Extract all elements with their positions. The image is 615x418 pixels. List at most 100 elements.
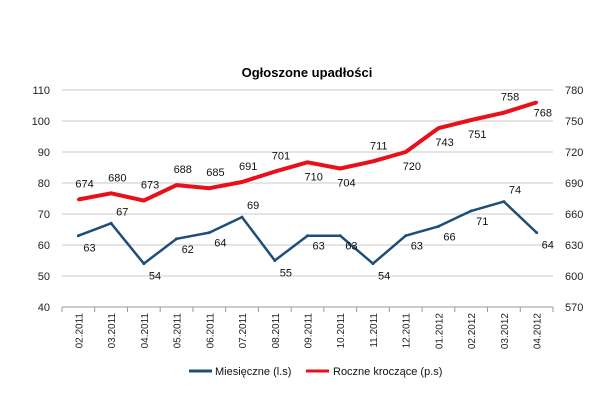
x-tick-label: 01.2012 bbox=[434, 313, 445, 350]
data-label-monthly: 54 bbox=[149, 271, 161, 283]
data-point-monthly bbox=[502, 200, 506, 204]
legend: Miesięczne (l.s) Roczne kroczące (p.s) bbox=[189, 366, 442, 378]
y-right-tick-label: 600 bbox=[565, 271, 583, 283]
data-label-monthly: 62 bbox=[182, 244, 194, 256]
data-label-rolling: 768 bbox=[534, 107, 552, 119]
data-point-monthly bbox=[436, 224, 440, 228]
x-tick-label: 03.2011 bbox=[107, 313, 118, 349]
x-tick-label: 07.2011 bbox=[238, 313, 249, 349]
data-point-monthly bbox=[404, 234, 408, 238]
data-point-rolling bbox=[109, 191, 113, 195]
y-left-tick-label: 40 bbox=[38, 302, 50, 314]
data-label-rolling: 688 bbox=[174, 164, 192, 176]
data-label-rolling: 680 bbox=[108, 172, 126, 184]
data-point-rolling bbox=[436, 126, 440, 130]
gridlines bbox=[62, 89, 553, 308]
chart-title: Ogłoszone upadłości bbox=[242, 65, 373, 80]
data-point-rolling bbox=[240, 180, 244, 184]
data-point-monthly bbox=[273, 259, 277, 262]
x-tick-label: 03.2012 bbox=[500, 313, 511, 350]
y-right-tick-label: 660 bbox=[565, 209, 583, 221]
data-point-monthly bbox=[175, 237, 179, 241]
data-point-monthly bbox=[142, 262, 146, 266]
y-left-tick-label: 60 bbox=[38, 240, 50, 252]
data-point-rolling bbox=[338, 167, 342, 171]
data-label-rolling: 685 bbox=[206, 167, 224, 179]
data-label-rolling: 720 bbox=[403, 161, 421, 173]
data-point-rolling bbox=[142, 199, 146, 203]
data-label-rolling: 743 bbox=[435, 137, 453, 149]
data-label-monthly: 71 bbox=[476, 216, 488, 228]
legend-label-monthly: Miesięczne (l.s) bbox=[215, 366, 291, 378]
data-point-monthly bbox=[109, 221, 113, 225]
data-point-monthly bbox=[207, 231, 211, 235]
data-label-monthly: 63 bbox=[411, 241, 423, 253]
data-label-monthly: 64 bbox=[542, 240, 554, 252]
data-label-rolling: 758 bbox=[501, 92, 519, 104]
data-point-rolling bbox=[469, 118, 473, 122]
y-left-tick-label: 80 bbox=[38, 178, 50, 190]
y-right-tick-label: 750 bbox=[565, 116, 583, 128]
data-label-rolling: 704 bbox=[337, 178, 355, 190]
x-tick-label: 11.2011 bbox=[369, 313, 380, 348]
data-point-monthly bbox=[371, 262, 375, 266]
data-point-monthly bbox=[338, 234, 342, 238]
data-label-monthly: 54 bbox=[378, 271, 390, 283]
data-label-monthly: 69 bbox=[247, 200, 259, 212]
data-point-rolling bbox=[371, 159, 375, 163]
x-tick-label: 04.2011 bbox=[140, 313, 151, 349]
y-left-tick-label: 50 bbox=[38, 271, 50, 283]
data-point-rolling bbox=[76, 198, 80, 202]
y-right-tick-label: 690 bbox=[565, 178, 583, 190]
y-left-tick-label: 70 bbox=[38, 209, 50, 221]
y-left-tick-label: 90 bbox=[38, 147, 50, 159]
data-point-rolling bbox=[535, 100, 539, 104]
x-tick-label: 04.2012 bbox=[533, 313, 544, 350]
x-tick-label: 09.2011 bbox=[304, 313, 315, 349]
data-label-monthly: 63 bbox=[313, 241, 325, 253]
x-tick-label: 05.2011 bbox=[173, 313, 184, 349]
series-line-monthly bbox=[77, 200, 538, 265]
y-right-tick-label: 720 bbox=[565, 147, 583, 159]
data-point-rolling bbox=[502, 111, 506, 115]
x-tick-label: 12.2011 bbox=[402, 313, 413, 349]
left-y-axis: 40 50 60 70 80 90 100 110 bbox=[32, 85, 50, 314]
data-point-rolling bbox=[273, 170, 277, 174]
data-point-monthly bbox=[76, 234, 80, 238]
data-point-monthly bbox=[240, 215, 244, 219]
legend-label-rolling: Roczne kroczące (p.s) bbox=[333, 366, 442, 378]
data-label-monthly: 67 bbox=[116, 206, 128, 218]
data-point-rolling bbox=[404, 150, 408, 154]
data-label-rolling: 701 bbox=[272, 151, 290, 163]
x-tick-label: 02.2012 bbox=[467, 313, 478, 350]
data-label-monthly: 55 bbox=[280, 268, 292, 280]
y-right-tick-label: 780 bbox=[565, 85, 583, 97]
data-point-rolling bbox=[207, 186, 211, 190]
data-label-rolling: 691 bbox=[239, 161, 257, 173]
y-left-tick-label: 110 bbox=[32, 85, 50, 97]
right-y-axis: 570 600 630 660 690 720 750 780 bbox=[565, 85, 583, 314]
data-label-rolling: 751 bbox=[468, 129, 486, 141]
data-label-monthly: 63 bbox=[345, 241, 357, 253]
x-tick-label: 10.2011 bbox=[336, 313, 347, 349]
data-point-rolling bbox=[175, 183, 179, 187]
data-label-monthly: 66 bbox=[443, 231, 455, 243]
data-point-monthly bbox=[469, 209, 473, 213]
series-lines bbox=[76, 100, 539, 266]
data-label-rolling: 674 bbox=[75, 179, 93, 191]
y-right-tick-label: 570 bbox=[565, 302, 583, 314]
data-label-rolling: 711 bbox=[370, 140, 388, 152]
y-left-tick-label: 100 bbox=[32, 116, 50, 128]
data-label-rolling: 673 bbox=[141, 180, 159, 192]
data-point-rolling bbox=[306, 160, 309, 164]
data-point-monthly bbox=[535, 231, 539, 235]
data-label-monthly: 63 bbox=[83, 243, 95, 255]
data-labels: 63 67 54 62 64 69 55 63 63 54 63 66 71 74 64 674 680 673 6… bbox=[75, 92, 554, 283]
data-label-monthly: 64 bbox=[214, 238, 226, 250]
data-label-monthly: 74 bbox=[509, 185, 521, 197]
x-tick-label: 06.2011 bbox=[205, 313, 216, 349]
data-point-monthly bbox=[306, 234, 309, 238]
data-label-rolling: 710 bbox=[305, 171, 323, 183]
x-tick-label: 02.2011 bbox=[74, 313, 85, 349]
